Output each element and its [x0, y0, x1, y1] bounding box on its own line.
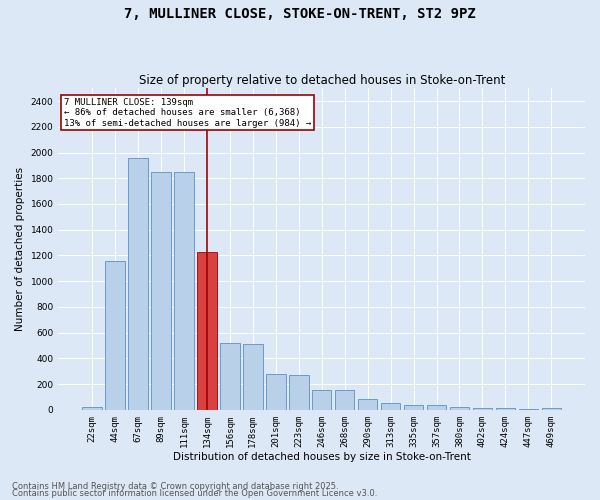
Bar — [289, 375, 308, 410]
Bar — [427, 405, 446, 410]
Bar — [450, 408, 469, 410]
Bar — [312, 390, 331, 410]
Bar — [335, 390, 355, 410]
Bar — [542, 408, 561, 410]
Bar — [243, 344, 263, 410]
Bar — [518, 409, 538, 410]
Bar — [404, 404, 424, 410]
Bar — [151, 172, 171, 410]
Bar — [381, 404, 400, 410]
Title: Size of property relative to detached houses in Stoke-on-Trent: Size of property relative to detached ho… — [139, 74, 505, 87]
Bar — [106, 260, 125, 410]
Bar — [174, 172, 194, 410]
Bar — [220, 343, 239, 410]
Bar — [358, 398, 377, 410]
Text: 7, MULLINER CLOSE, STOKE-ON-TRENT, ST2 9PZ: 7, MULLINER CLOSE, STOKE-ON-TRENT, ST2 9… — [124, 8, 476, 22]
Text: 7 MULLINER CLOSE: 139sqm
← 86% of detached houses are smaller (6,368)
13% of sem: 7 MULLINER CLOSE: 139sqm ← 86% of detach… — [64, 98, 311, 128]
X-axis label: Distribution of detached houses by size in Stoke-on-Trent: Distribution of detached houses by size … — [173, 452, 470, 462]
Bar — [128, 158, 148, 410]
Bar — [266, 374, 286, 410]
Text: Contains public sector information licensed under the Open Government Licence v3: Contains public sector information licen… — [12, 489, 377, 498]
Bar — [82, 406, 102, 410]
Bar — [473, 408, 492, 410]
Y-axis label: Number of detached properties: Number of detached properties — [15, 167, 25, 331]
Bar — [496, 408, 515, 410]
Bar — [197, 252, 217, 410]
Text: Contains HM Land Registry data © Crown copyright and database right 2025.: Contains HM Land Registry data © Crown c… — [12, 482, 338, 491]
